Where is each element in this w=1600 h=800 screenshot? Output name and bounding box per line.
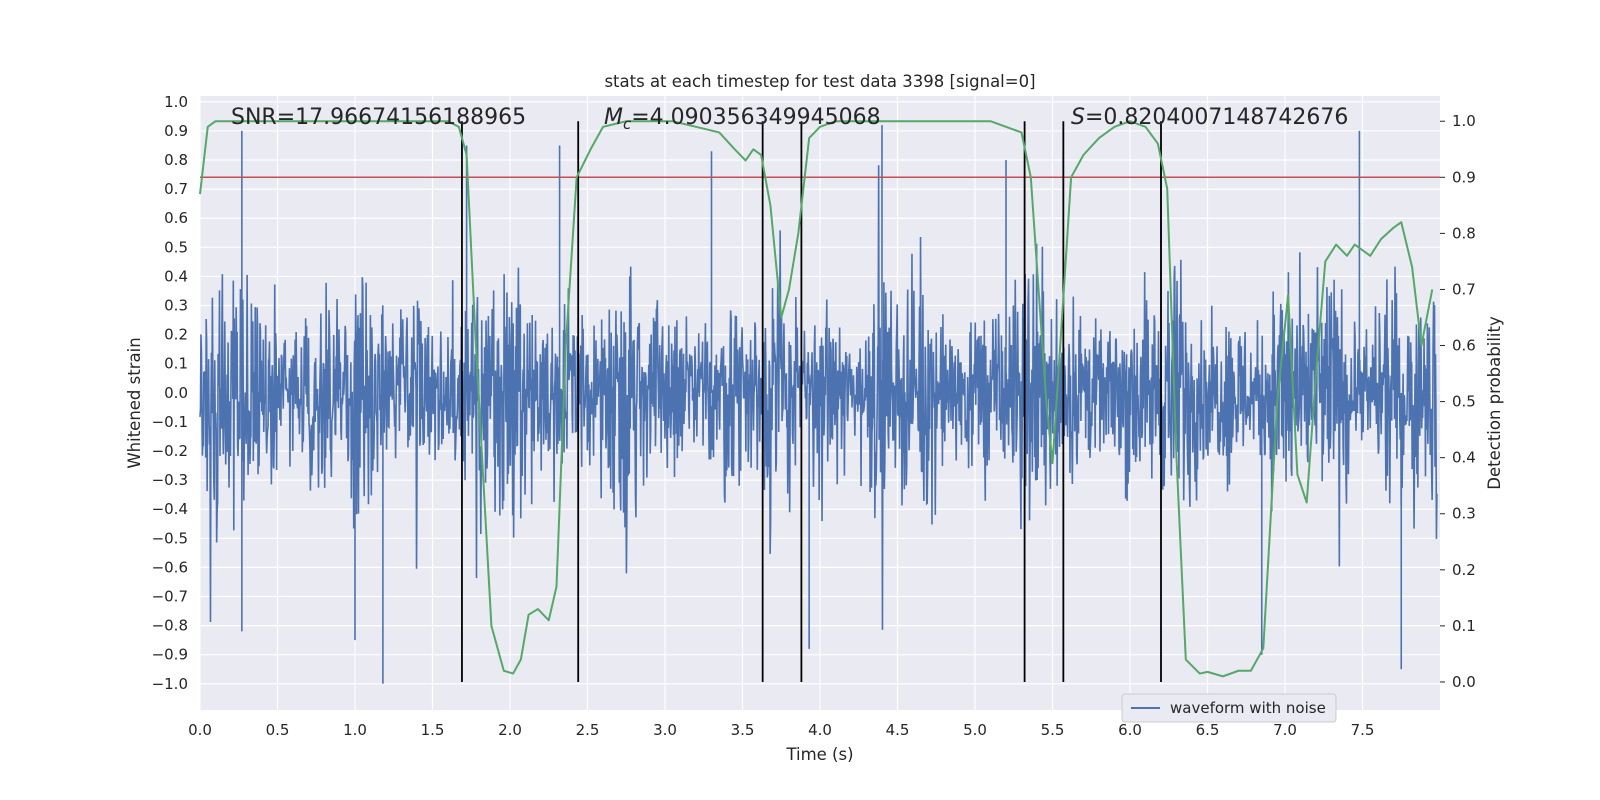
x-tick-label: 1.0 xyxy=(343,721,367,739)
y-left-tick-label: 0.0 xyxy=(164,384,188,402)
y-left-tick-label: 0.7 xyxy=(164,180,188,198)
x-tick-label: 2.0 xyxy=(498,721,522,739)
x-tick-label: 4.0 xyxy=(808,721,832,739)
x-tick-label: 1.5 xyxy=(421,721,445,739)
overlay-lines xyxy=(200,121,1440,682)
mc-subscript: c xyxy=(623,115,632,133)
y-right-tick-label: 0.8 xyxy=(1452,224,1476,242)
mc-annotation: Mc=4.090356349945068 xyxy=(604,105,881,133)
snr-annotation: SNR=17.96674156188965 xyxy=(231,105,526,130)
y-right-tick-label: 0.9 xyxy=(1452,168,1476,186)
x-axis-label: Time (s) xyxy=(785,745,853,764)
x-tick-label: 3.0 xyxy=(653,721,677,739)
y-left-tick-label: −1.0 xyxy=(152,675,188,693)
y-left-tick-label: −0.9 xyxy=(152,646,188,664)
y-left-tick-label: 0.4 xyxy=(164,267,188,285)
y-left-tick-label: 0.8 xyxy=(164,151,188,169)
y-left-tick-label: −0.8 xyxy=(152,617,188,635)
y-left-tick-label: −0.5 xyxy=(152,529,188,547)
y-left-tick-label: −0.7 xyxy=(152,588,188,606)
y-left-tick-label: 0.2 xyxy=(164,326,188,344)
x-tick-label: 2.5 xyxy=(576,721,600,739)
x-tick-label: 7.5 xyxy=(1351,721,1375,739)
legend-label: waveform with noise xyxy=(1170,699,1326,717)
x-tick-label: 5.0 xyxy=(963,721,987,739)
s-annotation: S=0.8204007148742676 xyxy=(1071,105,1348,130)
y-axis-label-left: Whitened strain xyxy=(125,337,144,468)
x-tick-label: 0.5 xyxy=(266,721,290,739)
x-tick-label: 7.0 xyxy=(1273,721,1297,739)
x-tick-label: 5.5 xyxy=(1041,721,1065,739)
x-tick-label: 6.5 xyxy=(1196,721,1220,739)
y-right-tick-label: 0.7 xyxy=(1452,280,1476,298)
axis-ticks: 0.0 0.5 1.0 1.5 2.0 2.5 3.0 3.5 4.0 4.5 5.0 5.5 6.0 6… xyxy=(152,93,1476,739)
y-right-tick-label: 0.1 xyxy=(1452,617,1476,635)
y-left-tick-label: −0.3 xyxy=(152,471,188,489)
legend: waveform with noise xyxy=(1121,693,1337,723)
y-right-tick-label: 0.6 xyxy=(1452,337,1476,355)
legend-box xyxy=(1121,693,1337,723)
y-right-tick-label: 0.2 xyxy=(1452,561,1476,579)
s-value: =0.8204007148742676 xyxy=(1085,105,1348,130)
mc-value: =4.090356349945068 xyxy=(631,105,880,130)
y-axis-label-right: Detection probability xyxy=(1485,316,1504,490)
y-left-tick-label: 0.9 xyxy=(164,122,188,140)
y-left-tick-label: 0.5 xyxy=(164,238,188,256)
y-right-tick-label: 0.0 xyxy=(1452,673,1476,691)
chart-title: stats at each timestep for test data 339… xyxy=(604,72,1035,91)
x-tick-label: 6.0 xyxy=(1118,721,1142,739)
y-left-tick-label: −0.1 xyxy=(152,413,188,431)
probability-series xyxy=(199,120,1434,678)
x-tick-label: 4.5 xyxy=(886,721,910,739)
y-left-tick-label: −0.2 xyxy=(152,442,188,460)
s-symbol: S xyxy=(1071,105,1085,130)
y-left-tick-label: 0.3 xyxy=(164,297,188,315)
x-tick-label: 0.0 xyxy=(188,721,212,739)
y-left-tick-label: 0.6 xyxy=(164,209,188,227)
y-left-tick-label: 0.1 xyxy=(164,355,188,373)
y-left-tick-label: −0.4 xyxy=(152,500,188,518)
y-right-tick-label: 1.0 xyxy=(1452,112,1476,130)
y-right-tick-label: 0.4 xyxy=(1452,449,1476,467)
waveform-line xyxy=(199,165,1438,630)
mc-symbol: M xyxy=(604,105,623,130)
y-right-tick-label: 0.3 xyxy=(1452,505,1476,523)
strain-series xyxy=(199,125,1438,684)
y-left-tick-label: 1.0 xyxy=(164,93,188,111)
y-right-tick-label: 0.5 xyxy=(1452,393,1476,411)
detection-probability-line xyxy=(199,120,1434,678)
y-left-tick-label: −0.6 xyxy=(152,558,188,576)
x-tick-label: 3.5 xyxy=(731,721,755,739)
